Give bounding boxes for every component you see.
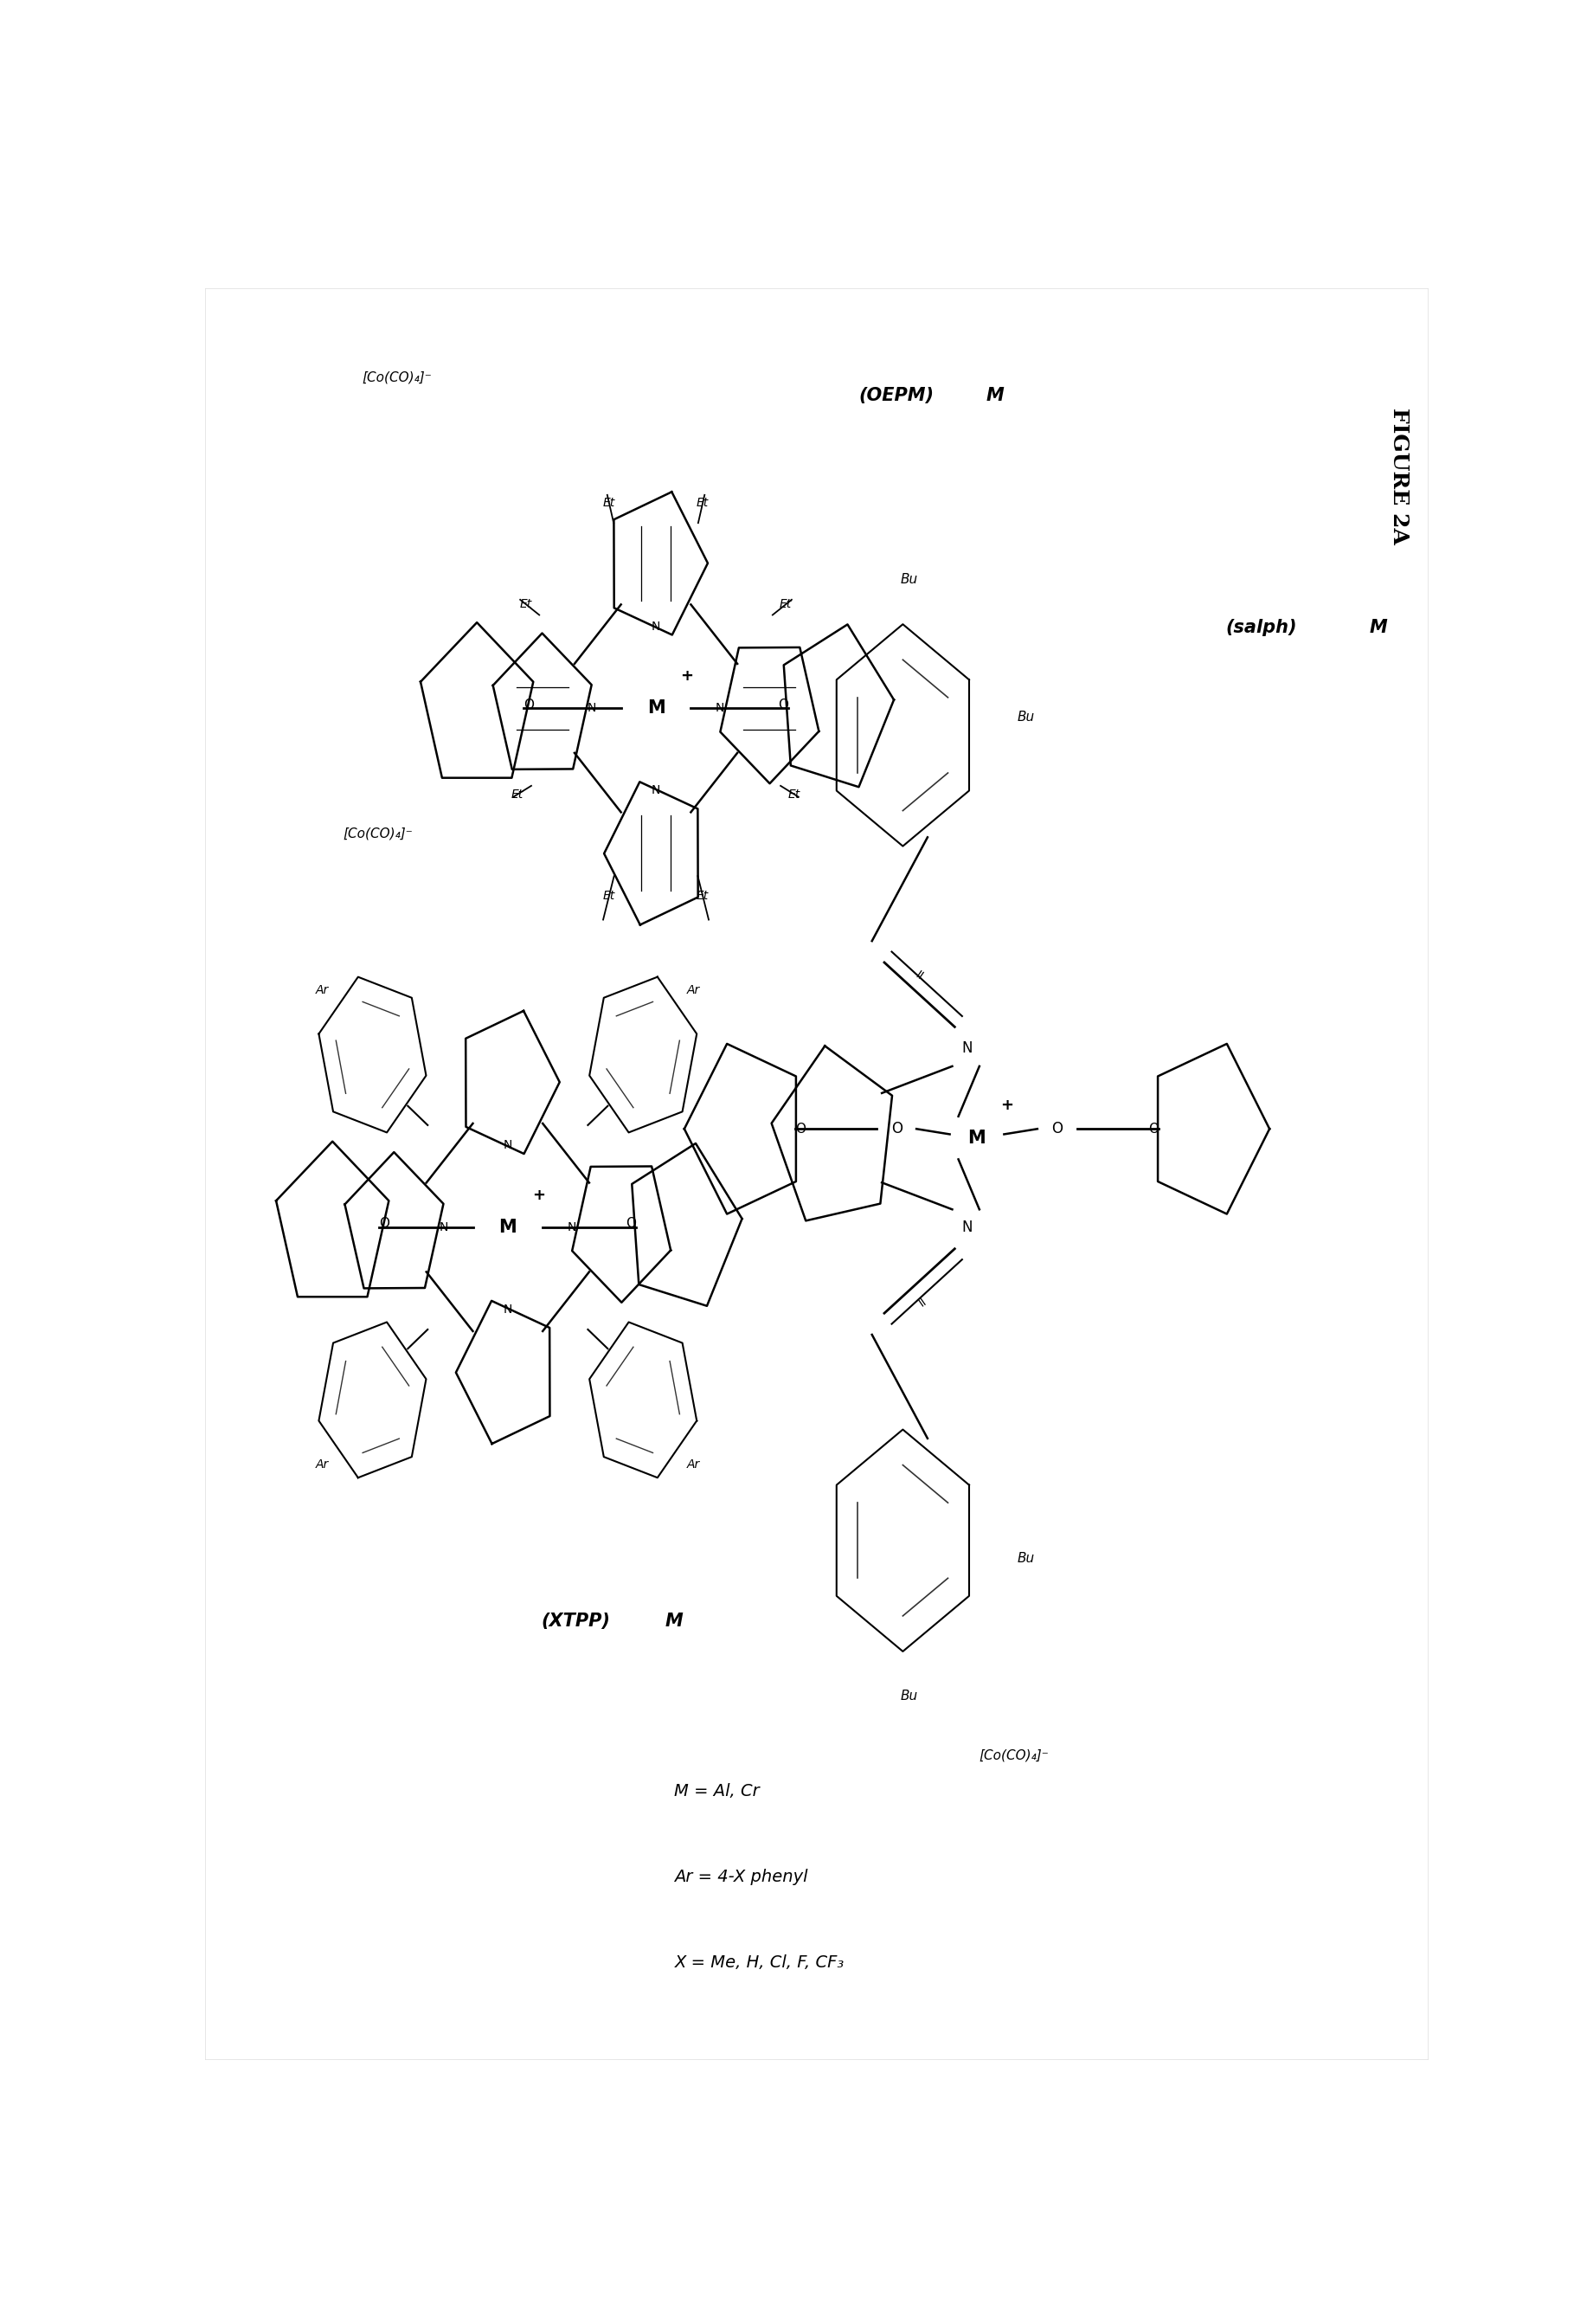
Text: O: O: [777, 697, 789, 711]
Text: =: =: [911, 964, 929, 981]
Text: =: =: [911, 1294, 929, 1311]
Text: M: M: [647, 700, 664, 718]
Text: +: +: [532, 1188, 545, 1204]
Text: (salph): (salph): [1225, 618, 1297, 637]
Text: [Co(CO)₄]⁻: [Co(CO)₄]⁻: [362, 372, 432, 383]
Text: N: N: [962, 1220, 972, 1234]
Text: Ar: Ar: [687, 983, 701, 997]
Text: O: O: [524, 697, 534, 711]
Text: Bu: Bu: [1018, 1552, 1035, 1564]
Text: Et: Et: [696, 890, 709, 902]
Text: M: M: [666, 1613, 683, 1629]
Text: N: N: [503, 1139, 513, 1150]
Text: +: +: [680, 669, 693, 683]
Text: O: O: [890, 1120, 902, 1136]
Text: N: N: [652, 783, 661, 797]
Text: O: O: [626, 1218, 637, 1229]
Text: O: O: [1051, 1120, 1063, 1136]
Text: Et: Et: [696, 497, 709, 509]
Text: Ar = 4-X phenyl: Ar = 4-X phenyl: [674, 1868, 808, 1885]
Text: M: M: [499, 1218, 516, 1236]
Text: N: N: [715, 702, 725, 713]
Text: X = Me, H, Cl, F, CF₃: X = Me, H, Cl, F, CF₃: [674, 1954, 844, 1971]
Text: N: N: [588, 702, 596, 713]
Text: Bu: Bu: [1018, 711, 1035, 723]
Text: M: M: [986, 386, 1005, 404]
Text: M: M: [969, 1129, 986, 1146]
Text: O: O: [1149, 1122, 1158, 1136]
Text: Et: Et: [602, 497, 615, 509]
Text: Ar: Ar: [315, 983, 328, 997]
Text: N: N: [503, 1304, 513, 1315]
Text: (OEPM): (OEPM): [859, 386, 935, 404]
Text: Ar: Ar: [315, 1459, 328, 1471]
Text: Bu: Bu: [900, 574, 918, 586]
Text: N: N: [440, 1220, 448, 1234]
Text: O: O: [795, 1122, 806, 1136]
Text: Et: Et: [789, 788, 800, 799]
Text: O: O: [379, 1218, 390, 1229]
Text: FIGURE 2A: FIGURE 2A: [1389, 407, 1410, 544]
Text: +: +: [1000, 1097, 1013, 1113]
Text: M: M: [1368, 618, 1388, 637]
Text: Bu: Bu: [900, 1690, 918, 1703]
Text: Et: Et: [521, 600, 532, 611]
Text: N: N: [652, 621, 661, 632]
Text: Et: Et: [602, 890, 615, 902]
Text: [Co(CO)₄]⁻: [Co(CO)₄]⁻: [342, 827, 413, 839]
Text: (XTPP): (XTPP): [542, 1613, 610, 1629]
Text: Ar: Ar: [687, 1459, 701, 1471]
Text: N: N: [962, 1041, 972, 1055]
Text: Et: Et: [779, 600, 792, 611]
Text: N: N: [567, 1220, 577, 1234]
Text: Et: Et: [511, 788, 524, 799]
Text: M = Al, Cr: M = Al, Cr: [674, 1783, 760, 1799]
Text: [Co(CO)₄]⁻: [Co(CO)₄]⁻: [980, 1748, 1048, 1762]
